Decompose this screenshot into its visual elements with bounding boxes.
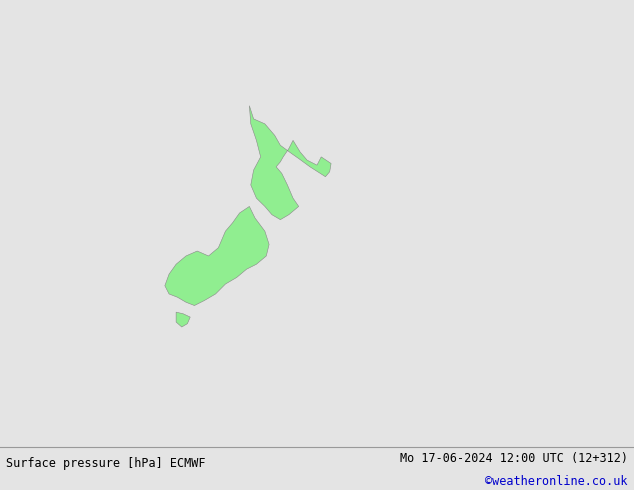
Polygon shape [249,106,331,220]
Text: Surface pressure [hPa] ECMWF: Surface pressure [hPa] ECMWF [6,457,206,469]
Text: ©weatheronline.co.uk: ©weatheronline.co.uk [485,475,628,488]
Text: Mo 17-06-2024 12:00 UTC (12+312): Mo 17-06-2024 12:00 UTC (12+312) [399,452,628,465]
Polygon shape [176,312,190,327]
Polygon shape [165,206,269,306]
